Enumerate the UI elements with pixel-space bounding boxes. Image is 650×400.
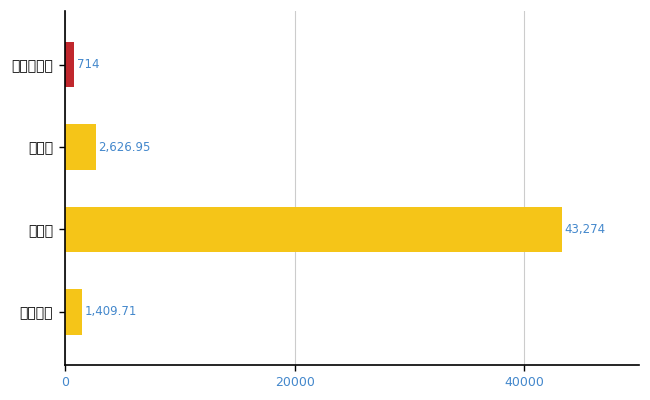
Text: 43,274: 43,274	[565, 223, 606, 236]
Text: 1,409.71: 1,409.71	[84, 306, 137, 318]
Bar	[66, 42, 73, 87]
Text: 2,626.95: 2,626.95	[99, 140, 151, 154]
Bar	[66, 124, 96, 170]
Text: 714: 714	[77, 58, 99, 71]
Bar	[66, 289, 82, 334]
Bar	[66, 207, 562, 252]
